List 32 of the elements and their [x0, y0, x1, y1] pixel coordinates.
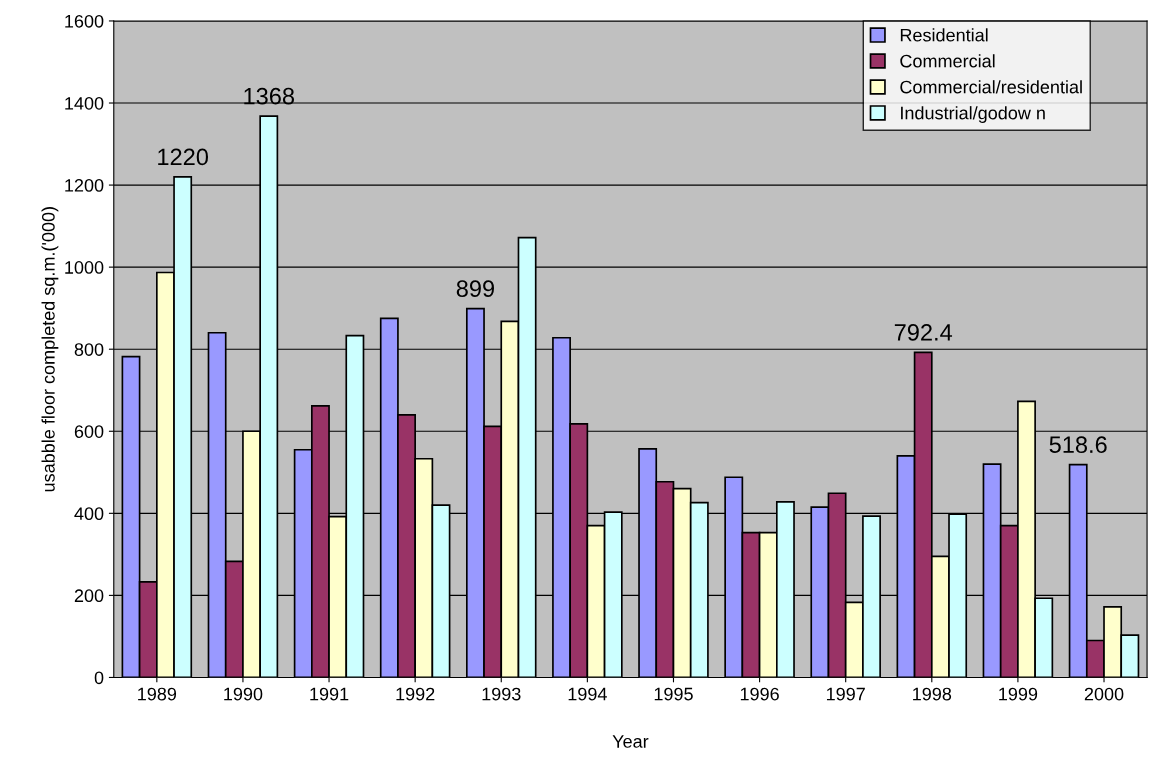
x-tick-label: 1997	[826, 687, 865, 701]
x-tick-label: 1990	[224, 687, 263, 701]
y-tick-label: 600	[74, 425, 104, 438]
x-axis-title: Year	[612, 735, 649, 748]
data-label: 1220	[158, 148, 209, 166]
x-tick-label: 1999	[999, 687, 1038, 701]
x-tick-label: 1996	[740, 687, 779, 701]
data-label: 792.4	[894, 323, 953, 341]
y-axis-title: usabble floor completed sq.m.('000)	[41, 207, 59, 492]
x-tick-label: 1993	[482, 687, 521, 701]
data-label: 899	[456, 280, 495, 297]
data-label: 518.6	[1049, 436, 1107, 454]
y-tick-label: 1200	[65, 179, 104, 192]
legend-label: Industrial/godow n	[901, 106, 1045, 123]
y-tick-label: 200	[74, 589, 104, 603]
data-label: 1368	[244, 87, 295, 105]
y-tick-label: 1600	[65, 14, 104, 28]
x-tick-label: 1998	[913, 687, 952, 701]
legend-label: Commercial/residential	[900, 80, 1082, 94]
x-tick-label: 1992	[396, 687, 435, 701]
y-tick-label: 800	[74, 343, 104, 356]
y-tick-label: 1000	[65, 261, 104, 274]
x-tick-label: 1991	[310, 687, 349, 701]
y-tick-label: 1400	[65, 96, 104, 110]
legend-label: Residential	[900, 28, 988, 42]
y-tick-label: 0	[94, 671, 104, 685]
x-tick-label: 1989	[138, 687, 177, 701]
x-tick-label: 1994	[568, 687, 607, 701]
legend-label: Commercial	[900, 54, 995, 68]
x-tick-label: 1995	[654, 687, 693, 701]
y-tick-label: 400	[74, 507, 104, 521]
x-tick-label: 2000	[1084, 687, 1124, 701]
